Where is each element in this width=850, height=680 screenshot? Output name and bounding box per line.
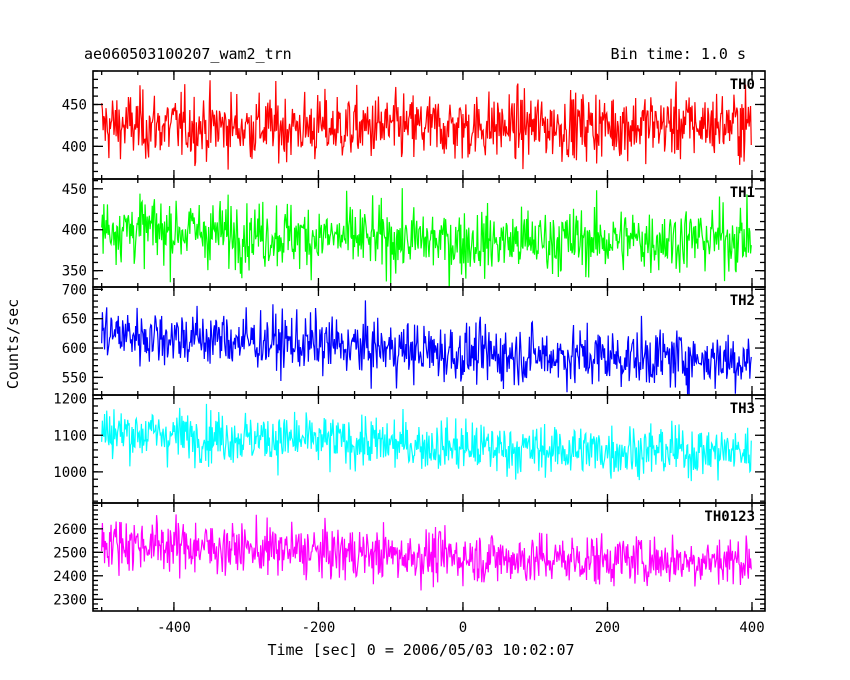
panel-label: TH1 <box>730 185 755 201</box>
x-tick-label: 0 <box>459 620 467 636</box>
chart-title: ae060503100207_wam2_trn <box>84 45 292 63</box>
y-tick-label: 1000 <box>53 465 87 481</box>
panel-th1: 350 400 450 TH1 <box>62 178 766 288</box>
x-axis: -400 -200 0 200 400 <box>157 620 765 636</box>
x-tick-label: 400 <box>739 620 764 636</box>
bin-time-label: Bin time: 1.0 s <box>611 45 746 63</box>
x-tick-label: -400 <box>157 620 191 636</box>
panel-th2: 550 600 650 700 TH2 <box>62 282 766 396</box>
panel-label: TH0 <box>730 77 755 93</box>
y-tick-label: 550 <box>62 370 87 386</box>
panel-th3: 1000 1100 1200 TH3 <box>53 392 766 504</box>
y-tick-label: 350 <box>62 264 87 280</box>
panel-label: TH2 <box>730 293 755 309</box>
series-th1 <box>101 188 752 287</box>
y-tick-label: 2400 <box>53 569 87 585</box>
y-tick-label: 2300 <box>53 592 87 608</box>
x-axis-label: Time [sec] 0 = 2006/05/03 10:02:07 <box>267 641 574 659</box>
y-tick-label: 2500 <box>53 545 87 561</box>
y-tick-label: 1100 <box>53 428 87 444</box>
series-th0123 <box>101 514 752 591</box>
x-tick-label: 200 <box>595 620 620 636</box>
panel-label: TH0123 <box>704 509 755 525</box>
y-tick-label: 450 <box>62 97 87 113</box>
y-tick-label: 600 <box>62 341 87 357</box>
y-tick-label: 400 <box>62 139 87 155</box>
y-tick-label: 1200 <box>53 392 87 408</box>
x-tick-label: -200 <box>302 620 336 636</box>
y-axis-label: Counts/sec <box>4 299 22 389</box>
y-tick-label: 700 <box>62 282 87 298</box>
series-th0 <box>101 80 752 170</box>
series-th2 <box>101 300 752 395</box>
y-tick-label: 650 <box>62 312 87 328</box>
y-tick-label: 450 <box>62 182 87 198</box>
y-tick-label: 400 <box>62 223 87 239</box>
panel-th0: 400 450 TH0 <box>62 70 766 180</box>
series-th3 <box>101 403 752 482</box>
panels: 400 450 TH0 350 400 450 TH1 550 600 650 700 TH2 1000… <box>53 70 766 612</box>
y-tick-label: 2600 <box>53 522 87 538</box>
panel-th0123: 2300 2400 2500 2600 TH0123 <box>53 502 766 612</box>
panel-label: TH3 <box>730 401 755 417</box>
